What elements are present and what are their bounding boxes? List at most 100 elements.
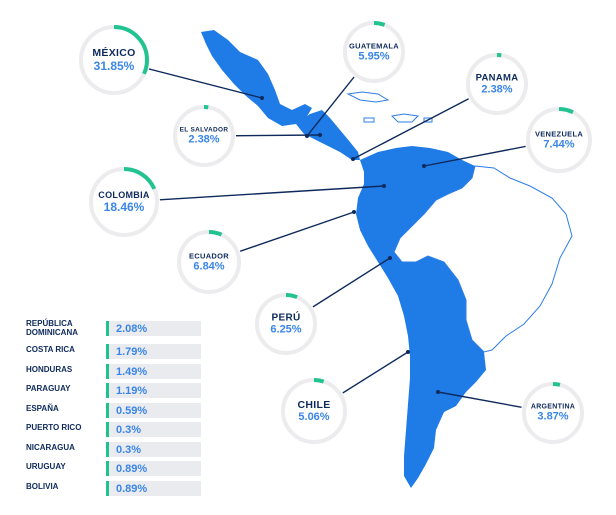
stat-accent [106, 461, 109, 476]
stat-bar [106, 344, 201, 359]
stat-country-value: 0.89% [116, 482, 148, 495]
stat-accent [106, 480, 109, 496]
stat-country-value: 0.3% [116, 443, 142, 456]
stat-row: NICARAGUA 0.3% [22, 440, 201, 460]
stat-row: REPÚBLICA DOMINICANA 2.08% [22, 316, 201, 342]
stat-bar [106, 461, 201, 476]
stat-country-name: BOLIVIA [26, 481, 59, 491]
country-value: 6.84% [193, 260, 225, 273]
share-arc-panama [466, 53, 528, 115]
leader-dot-argentina [436, 390, 440, 394]
share-ring-el-salvador [173, 105, 235, 167]
stat-bar [106, 480, 201, 496]
stat-bar [106, 441, 201, 457]
share-ring-venezuela [526, 107, 592, 173]
country-value: 5.95% [358, 50, 390, 63]
country-name: CHILE [297, 399, 331, 411]
country-value: 5.06% [298, 411, 330, 423]
share-ring-peru [255, 293, 317, 355]
leader-line-colombia [123, 185, 385, 203]
country-name: GUATEMALA [348, 41, 400, 51]
stat-bar [106, 422, 201, 437]
stat-accent [106, 402, 109, 418]
stat-country-name: ESPAÑA [26, 403, 59, 413]
stat-accent [106, 344, 109, 359]
share-ring-chile [281, 378, 347, 444]
bubble-ecuador: ECUADOR 6.84% [176, 229, 242, 295]
central-america-shape [296, 110, 360, 160]
country-value: 3.87% [537, 410, 569, 423]
stat-country-value: 0.89% [116, 463, 148, 475]
country-name: MÉXICO [92, 47, 136, 59]
share-arc-venezuela [526, 107, 592, 173]
stat-bar [106, 383, 201, 398]
stat-accent [106, 383, 109, 398]
stat-country-name: URUGUAY [26, 462, 66, 471]
leader-dot-ecuador [352, 210, 356, 214]
stat-row: ESPAÑA 0.59% [22, 401, 201, 421]
stat-country-value: 0.59% [116, 404, 148, 417]
stat-country-name: REPÚBLICA DOMINICANA [26, 319, 78, 337]
bubble-venezuela: VENEZUELA 7.44% [525, 106, 593, 174]
bubble-argentina: ARGENTINA 3.87% [521, 381, 585, 445]
mexico-shape [201, 30, 312, 126]
stat-bar [106, 363, 201, 379]
share-ring-guatemala [343, 21, 405, 83]
share-arc-el-salvador [173, 105, 235, 167]
country-name: EL SALVADOR [179, 126, 229, 134]
stat-row: HONDURAS 1.49% [22, 362, 201, 382]
leader-dot-chile [406, 350, 410, 354]
stat-accent [106, 363, 109, 379]
stat-row: COSTA RICA 1.79% [22, 342, 201, 362]
stat-country-name: PUERTO RICO [26, 423, 82, 432]
stat-accent [106, 441, 109, 457]
share-arc-ecuador [177, 230, 241, 294]
bubble-chile: CHILE 5.06% [280, 377, 348, 445]
bubble-guatemala: GUATEMALA 5.95% [342, 20, 406, 84]
stat-country-value: 0.3% [116, 424, 142, 436]
stat-country-name: PARAGUAY [26, 384, 71, 393]
country-name: VENEZUELA [534, 129, 584, 139]
share-arc-colombia [89, 167, 159, 237]
share-arc-peru [255, 293, 317, 355]
leader-dot-venezuela [422, 164, 426, 168]
leader-dot-panama [351, 157, 355, 161]
share-ring-colombia [89, 167, 159, 237]
share-ring-ecuador [177, 230, 241, 294]
bubble-el-salvador: EL SALVADOR 2.38% [172, 104, 236, 168]
country-name: ARGENTINA [530, 403, 576, 411]
country-name: PERÚ [271, 312, 301, 324]
share-arc-chile [281, 378, 347, 444]
other-countries-list: REPÚBLICA DOMINICANA 2.08% COSTA RICA 1.79%… [22, 316, 201, 499]
country-value: 7.44% [543, 138, 575, 151]
stat-bar [106, 321, 201, 336]
brazil-outline [393, 165, 573, 353]
stat-accent [106, 422, 109, 437]
leader-dot-peru [388, 256, 392, 260]
stat-country-name: NICARAGUA [26, 442, 75, 452]
stat-country-value: 1.49% [116, 365, 148, 378]
stat-country-name: COSTA RICA [26, 345, 75, 354]
share-ring-panama [466, 53, 528, 115]
stat-row: URUGUAY 0.89% [22, 459, 201, 479]
country-value: 18.46% [103, 200, 145, 214]
stat-bar [106, 402, 201, 418]
country-name: COLOMBIA [98, 190, 150, 200]
stat-row: PARAGUAY 1.19% [22, 381, 201, 401]
leader-dot-el-salvador [318, 133, 322, 137]
stat-accent [106, 321, 109, 336]
country-name: PANAMA [475, 72, 519, 84]
bubble-mexico: MÉXICO 31.85% [78, 24, 150, 96]
share-arc-mexico [79, 25, 149, 95]
country-value: 2.38% [188, 133, 220, 146]
stat-row: BOLIVIA 0.89% [22, 479, 201, 499]
bubble-panama: PANAMA 2.38% [465, 52, 529, 116]
leader-dot-colombia [382, 184, 386, 188]
country-value: 31.85% [93, 59, 135, 73]
bubble-peru: PERÚ 6.25% [254, 292, 318, 356]
south-america-shape [356, 146, 486, 488]
stat-country-value: 1.79% [116, 346, 148, 358]
share-ring-mexico [79, 25, 149, 95]
caribbean-islands [346, 91, 433, 123]
